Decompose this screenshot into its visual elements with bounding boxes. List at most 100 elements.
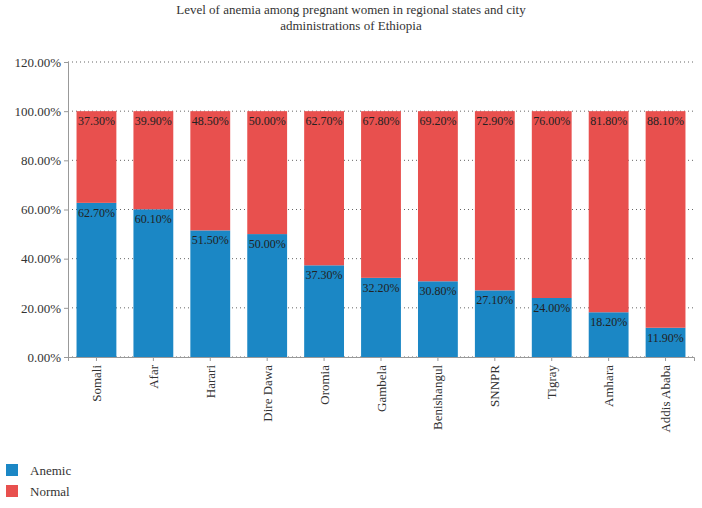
tick: Somali — [89, 357, 104, 402]
tick-mark — [64, 62, 68, 63]
bars — [77, 111, 686, 357]
category-label: Dire Dawa — [260, 365, 275, 422]
tick-mark — [665, 357, 666, 361]
bar — [304, 111, 344, 265]
data-label: 37.30% — [78, 114, 115, 128]
category-label: Gambela — [374, 365, 389, 412]
category-label: Harari — [203, 365, 218, 399]
legend-label: Anemic — [30, 463, 71, 478]
bar — [532, 298, 572, 357]
bar — [190, 111, 230, 230]
bar — [247, 111, 287, 234]
data-label: 11.90% — [647, 331, 684, 345]
data-label: 60.10% — [135, 212, 172, 226]
tick: 60.00% — [21, 202, 68, 217]
bar — [418, 281, 458, 357]
data-label: 32.20% — [363, 281, 400, 295]
tick-mark — [64, 160, 68, 161]
grid-line — [68, 62, 694, 63]
data-label: 30.80% — [419, 284, 456, 298]
tick-label: 20.00% — [21, 300, 61, 315]
bar — [133, 209, 173, 357]
grid — [68, 62, 694, 357]
legend: Anemic Normal — [6, 463, 71, 499]
data-label: 37.30% — [306, 268, 343, 282]
tick: Dire Dawa — [260, 357, 275, 422]
bar — [418, 111, 458, 281]
x-axis: Somali Afar Harari Dire Dawa Oromia Gambela Be… — [69, 357, 695, 433]
bar — [646, 111, 686, 328]
bar — [589, 111, 629, 312]
tick-mark — [64, 210, 68, 211]
data-label: 81.80% — [590, 114, 627, 128]
category-label: Oromia — [317, 365, 332, 405]
legend-swatch — [6, 485, 18, 497]
category-label: Somali — [89, 365, 104, 402]
title: Level of anemia among pregnant women in … — [176, 2, 526, 33]
tick-mark — [64, 357, 68, 358]
bar — [475, 290, 515, 357]
data-label: 51.50% — [192, 233, 229, 247]
data-label: 67.80% — [363, 114, 400, 128]
tick: Addis Ababa — [658, 357, 673, 433]
data-label: 69.20% — [419, 114, 456, 128]
bar — [646, 328, 686, 357]
tick: SNNPR — [487, 357, 502, 407]
legend-label: Normal — [30, 484, 70, 499]
tick-mark — [210, 357, 211, 361]
category-label: Afar — [146, 364, 161, 388]
data-label: 39.90% — [135, 114, 172, 128]
tick-mark — [437, 357, 438, 361]
category-label: SNNPR — [487, 365, 502, 407]
legend-item: Normal — [6, 484, 70, 499]
tick-label: 120.00% — [14, 55, 61, 70]
tick: Amhara — [601, 357, 616, 407]
data-label: 27.10% — [476, 293, 513, 307]
tick-label: 80.00% — [21, 153, 61, 168]
tick: Oromia — [317, 357, 332, 405]
bar — [247, 234, 287, 357]
data-label: 76.00% — [533, 114, 570, 128]
bar — [361, 278, 401, 357]
bar — [77, 203, 117, 357]
tick: 80.00% — [21, 153, 68, 168]
tick: Tigray — [544, 357, 559, 399]
category-label: Amhara — [601, 365, 616, 407]
tick-label: 100.00% — [14, 104, 61, 119]
tick-mark — [64, 259, 68, 260]
category-label: Addis Ababa — [658, 365, 673, 433]
tick-mark — [381, 357, 382, 361]
tick: Gambela — [374, 357, 389, 412]
data-label: 62.70% — [78, 206, 115, 220]
tick-mark — [96, 357, 97, 361]
bar — [77, 111, 117, 203]
legend-item: Anemic — [6, 463, 71, 478]
data-label: 50.00% — [249, 237, 286, 251]
tick-label: 40.00% — [21, 251, 61, 266]
tick: 100.00% — [14, 104, 68, 119]
tick-label: 0.00% — [27, 350, 61, 365]
data-label: 24.00% — [533, 301, 570, 315]
data-label: 48.50% — [192, 114, 229, 128]
data-label: 18.20% — [590, 315, 627, 329]
tick-mark — [324, 357, 325, 361]
tick-mark — [267, 357, 268, 361]
data-label: 62.70% — [306, 114, 343, 128]
data-label: 88.10% — [647, 114, 684, 128]
tick-mark — [494, 357, 495, 361]
data-label: 72.90% — [476, 114, 513, 128]
bar — [475, 111, 515, 290]
tick: Afar — [146, 357, 161, 389]
bar — [589, 312, 629, 357]
tick: 20.00% — [21, 300, 68, 315]
tick-mark — [64, 308, 68, 309]
tick: 120.00% — [14, 55, 68, 70]
category-label: Benishangul — [430, 365, 445, 430]
tick-label: 60.00% — [21, 202, 61, 217]
y-axis: 0.00% 20.00% 40.00% 60.00% 80.00% 100.00% 120.… — [14, 55, 68, 365]
tick-mark — [608, 357, 609, 361]
axis-line — [64, 63, 69, 358]
tick-mark — [153, 357, 154, 361]
plot: 0.00% 20.00% 40.00% 60.00% 80.00% 100.00% 120.… — [14, 55, 694, 433]
bar — [532, 111, 572, 298]
